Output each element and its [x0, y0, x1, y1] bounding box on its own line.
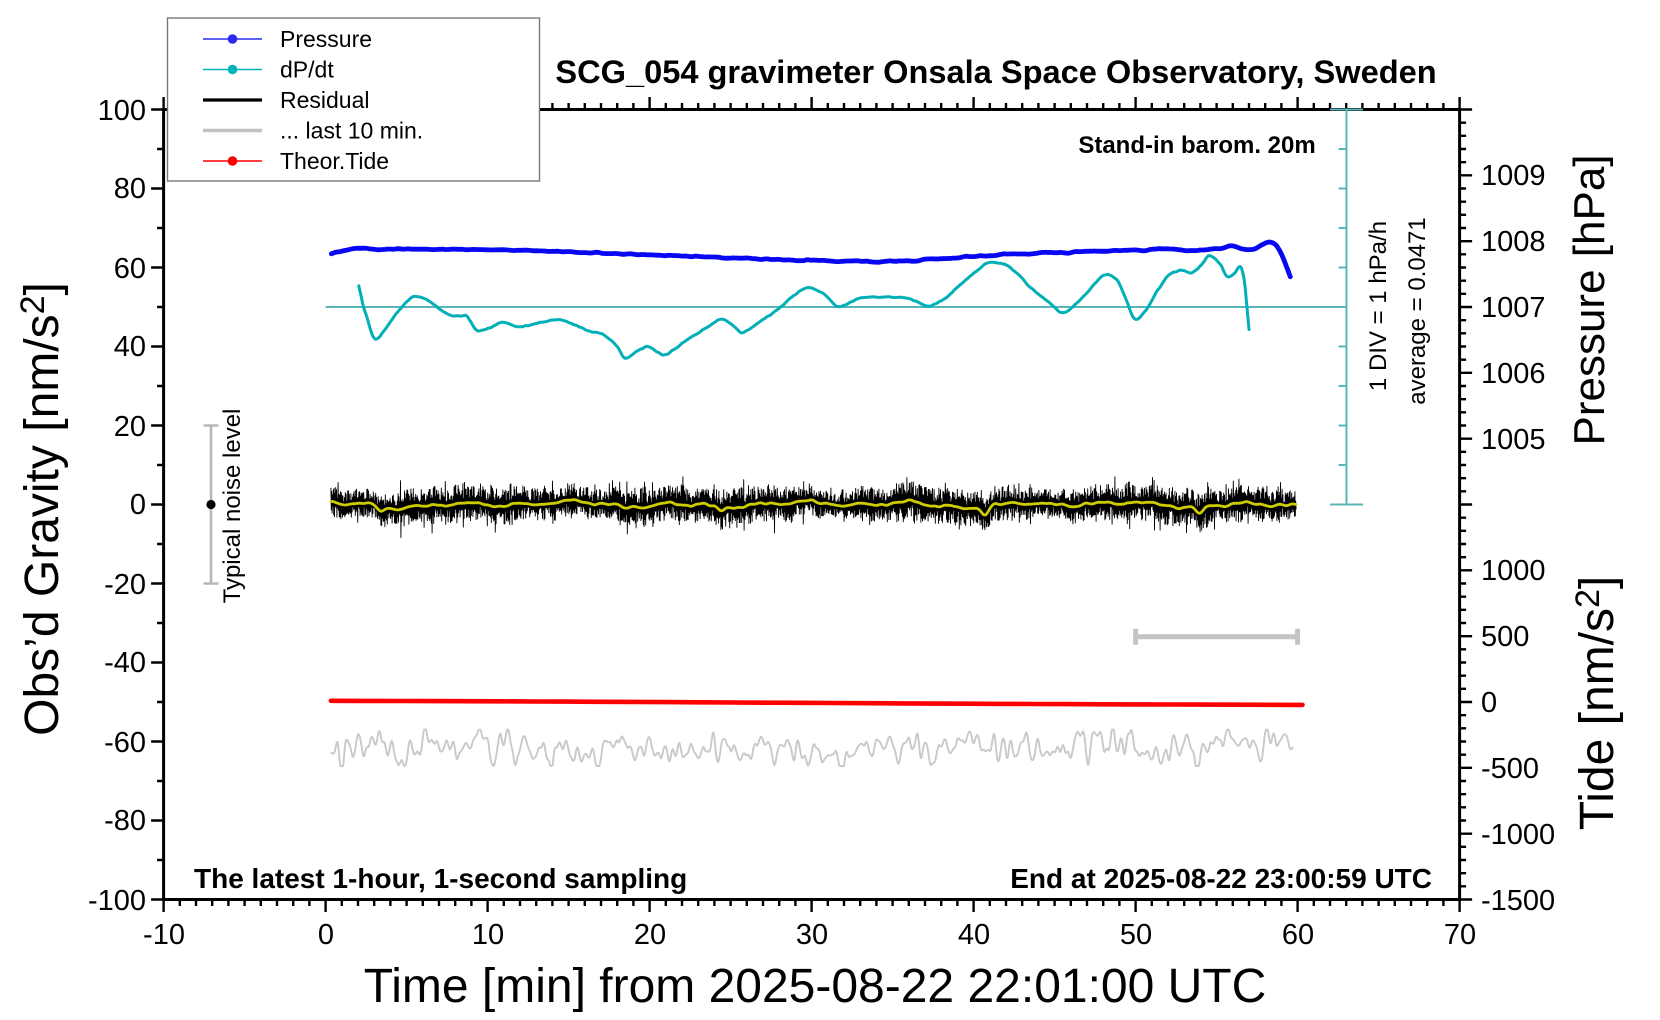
svg-text:1008: 1008	[1481, 226, 1546, 258]
svg-text:0: 0	[318, 919, 334, 951]
svg-text:50: 50	[1120, 919, 1152, 951]
svg-text:30: 30	[796, 919, 828, 951]
svg-text:70: 70	[1444, 919, 1476, 951]
svg-text:dP/dt: dP/dt	[280, 57, 334, 83]
svg-text:10: 10	[472, 919, 504, 951]
svg-text:20: 20	[634, 919, 666, 951]
svg-text:60: 60	[114, 253, 146, 285]
svg-text:1 DIV = 1 hPa/h: 1 DIV = 1 hPa/h	[1365, 221, 1392, 391]
svg-text:Typical noise level: Typical noise level	[219, 409, 246, 604]
svg-text:-40: -40	[104, 647, 146, 679]
svg-text:End at 2025-08-22 23:00:59 UTC: End at 2025-08-22 23:00:59 UTC	[1010, 863, 1432, 894]
svg-text:-100: -100	[88, 885, 146, 917]
svg-text:... last 10 min.: ... last 10 min.	[280, 118, 423, 144]
svg-text:100: 100	[98, 95, 146, 127]
svg-text:-10: -10	[143, 919, 185, 951]
svg-text:Time [min] from 2025-08-22 22:: Time [min] from 2025-08-22 22:01:00 UTC	[364, 960, 1267, 1013]
svg-text:average = 0.0471: average = 0.0471	[1404, 217, 1431, 405]
svg-text:Tide [nm/s2]: Tide [nm/s2]	[1569, 576, 1624, 831]
svg-text:SCG_054 gravimeter Onsala Spac: SCG_054 gravimeter Onsala Space Observat…	[555, 53, 1436, 90]
svg-text:1009: 1009	[1481, 160, 1546, 192]
svg-text:Theor.Tide: Theor.Tide	[280, 148, 389, 174]
svg-text:Stand-in barom. 20m: Stand-in barom. 20m	[1078, 132, 1315, 159]
svg-text:-500: -500	[1481, 753, 1539, 785]
svg-text:500: 500	[1481, 621, 1529, 653]
svg-text:80: 80	[114, 173, 146, 205]
svg-text:1005: 1005	[1481, 424, 1546, 456]
svg-text:20: 20	[114, 411, 146, 443]
svg-text:Obs’d Gravity [nm/s2]: Obs’d Gravity [nm/s2]	[14, 282, 69, 736]
svg-text:The latest 1-hour, 1-second sa: The latest 1-hour, 1-second sampling	[194, 863, 687, 894]
svg-text:0: 0	[1481, 687, 1497, 719]
svg-text:0: 0	[130, 489, 146, 521]
svg-text:-1500: -1500	[1481, 885, 1555, 917]
svg-text:-80: -80	[104, 805, 146, 837]
svg-text:Pressure [hPa]: Pressure [hPa]	[1565, 154, 1614, 445]
svg-text:1000: 1000	[1481, 555, 1546, 587]
svg-text:40: 40	[114, 331, 146, 363]
svg-text:Residual: Residual	[280, 87, 370, 113]
svg-text:-1000: -1000	[1481, 819, 1555, 851]
svg-text:-60: -60	[104, 727, 146, 759]
svg-text:-20: -20	[104, 569, 146, 601]
svg-text:1006: 1006	[1481, 358, 1546, 390]
svg-text:40: 40	[958, 919, 990, 951]
svg-text:1007: 1007	[1481, 292, 1546, 324]
svg-text:60: 60	[1282, 919, 1314, 951]
svg-text:Pressure: Pressure	[280, 26, 372, 52]
